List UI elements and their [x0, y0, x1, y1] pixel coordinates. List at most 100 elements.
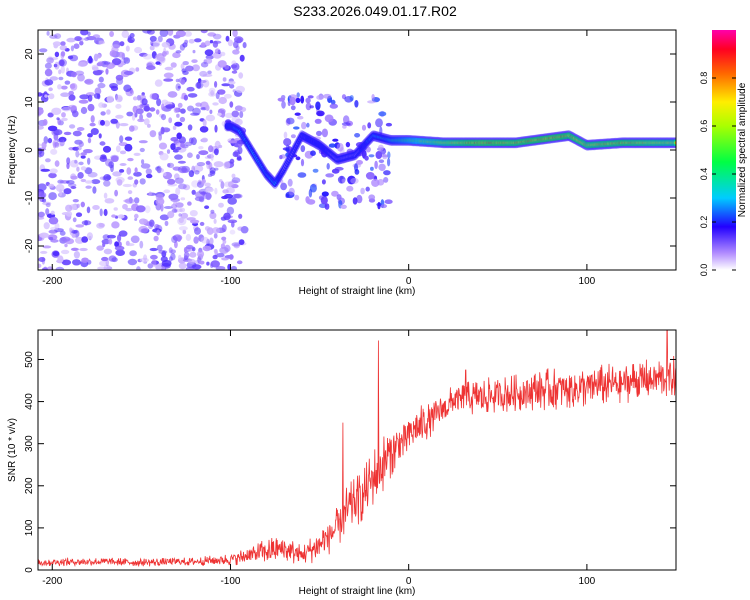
heatmap-speckle [187, 201, 192, 206]
heatmap-speckle [90, 128, 99, 135]
heatmap-speckle [61, 117, 68, 122]
heatmap-speckle [105, 68, 109, 75]
heatmap-speckle [80, 166, 87, 171]
heatmap-speckle [196, 162, 206, 167]
heatmap-speckle [191, 189, 196, 195]
heatmap-speckle [188, 170, 195, 178]
snr-y-tick-label: 0 [24, 567, 35, 573]
heatmap-speckle [343, 115, 350, 124]
heatmap-speckle [139, 218, 148, 225]
heatmap-speckle [223, 212, 231, 221]
spectrogram-y-ticks: -20 -10 0 10 20 [24, 48, 676, 253]
heatmap-speckle [100, 111, 106, 116]
heatmap-speckle [110, 85, 119, 92]
heatmap-speckle [370, 166, 374, 171]
heatmap-speckle [321, 179, 326, 185]
heatmap-speckle [229, 101, 234, 108]
heatmap-speckle [210, 209, 215, 214]
heatmap-speckle [66, 180, 75, 185]
heatmap-speckle [60, 92, 70, 97]
heatmap-speckle [155, 109, 160, 115]
heatmap-speckle [103, 264, 111, 270]
heatmap-speckle [134, 167, 138, 173]
heatmap-speckle [356, 160, 363, 165]
heatmap-speckle [98, 102, 105, 108]
heatmap-speckle [387, 151, 391, 159]
heatmap-speckle [214, 124, 218, 133]
heatmap-speckle [233, 193, 243, 199]
heatmap-speckle [41, 198, 47, 203]
heatmap-speckle [56, 138, 64, 143]
heatmap-speckle [231, 242, 241, 247]
heatmap-speckle [305, 102, 312, 111]
heatmap-speckle [168, 256, 173, 262]
heatmap-speckle [104, 198, 115, 204]
heatmap-speckle [84, 78, 94, 85]
heatmap-speckle [38, 211, 45, 218]
heatmap-speckle [232, 30, 238, 38]
heatmap-speckle [72, 217, 77, 223]
heatmap-speckle [51, 107, 62, 116]
heatmap-speckle [126, 111, 134, 117]
heatmap-speckle [134, 218, 138, 221]
heatmap-speckle [70, 186, 77, 189]
heatmap-speckle [146, 112, 152, 118]
heatmap-speckle [277, 97, 285, 102]
heatmap-speckle [149, 45, 155, 51]
heatmap-speckle [150, 254, 158, 260]
colorbar-tick-label: 0.6 [699, 120, 709, 133]
heatmap-speckle [142, 53, 153, 60]
heatmap-speckle [380, 204, 387, 209]
heatmap-speckle [45, 208, 50, 216]
heatmap-speckle [65, 204, 73, 212]
heatmap-speckle [213, 161, 224, 168]
heatmap-speckle [112, 40, 121, 49]
heatmap-speckle [38, 147, 43, 155]
heatmap-speckle [164, 66, 174, 71]
heatmap-speckle [102, 242, 106, 248]
heatmap-speckle [48, 183, 55, 188]
heatmap-speckle [228, 140, 238, 144]
heatmap-speckle [54, 61, 60, 70]
heatmap-speckle [118, 142, 128, 147]
heatmap-speckle [127, 157, 134, 162]
heatmap-speckle [231, 60, 237, 66]
heatmap-speckle [228, 254, 234, 260]
heatmap-speckle [229, 158, 235, 164]
heatmap-speckle [207, 173, 213, 177]
heatmap-speckle [356, 194, 363, 204]
heatmap-speckle [305, 97, 311, 104]
heatmap-speckle [183, 94, 188, 101]
heatmap-speckle [154, 79, 163, 87]
heatmap-speckle [87, 133, 93, 138]
heatmap-speckle [99, 155, 108, 162]
heatmap-speckle [72, 199, 79, 203]
heatmap-speckle [158, 133, 162, 141]
heatmap-speckle [64, 243, 68, 248]
heatmap-speckle [180, 142, 186, 148]
heatmap-speckle [229, 229, 236, 235]
heatmap-speckle [167, 162, 175, 168]
heatmap-speckle [180, 63, 185, 70]
heatmap-speckle [387, 157, 391, 167]
heatmap-speckle [305, 196, 310, 204]
heatmap-speckle [354, 163, 358, 172]
heatmap-speckle [173, 107, 179, 114]
heatmap-speckle [340, 204, 347, 209]
heatmap-speckle [53, 129, 63, 136]
heatmap-speckle [170, 198, 180, 202]
heatmap-speckle [158, 142, 168, 150]
heatmap-speckle [214, 48, 221, 54]
heatmap-speckle [365, 172, 375, 180]
heatmap-speckle [364, 155, 369, 161]
heatmap-speckle [103, 248, 113, 255]
heatmap-speckle [378, 163, 386, 171]
heatmap-speckle [281, 100, 286, 109]
heatmap-speckle [235, 85, 245, 93]
heatmap-speckle [377, 201, 381, 210]
heatmap-speckle [123, 84, 132, 92]
heatmap-speckle [174, 154, 183, 160]
heatmap-speckle [103, 180, 111, 187]
heatmap-speckle [301, 121, 307, 130]
heatmap-speckle [379, 126, 383, 135]
